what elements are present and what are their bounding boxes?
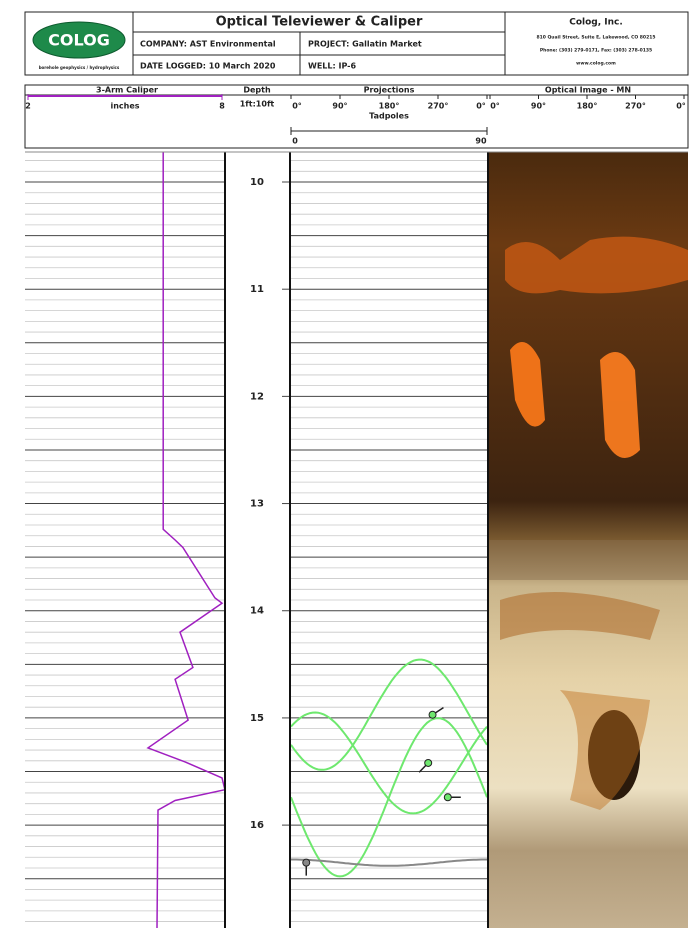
image-title: Optical Image - MN (545, 86, 631, 95)
sinusoid (291, 660, 487, 770)
depth-label: 16 (250, 820, 264, 831)
projections-title: Projections (364, 86, 415, 95)
title: Optical Televiewer & Caliper (216, 15, 423, 30)
projection-tick-label: 180° (379, 102, 400, 111)
log-tracks (25, 152, 488, 928)
projection-tick-label: 270° (428, 102, 449, 111)
address: 810 Quail Street, Suite E, Lakewood, CO … (537, 35, 656, 41)
web: www.colog.com (576, 61, 616, 67)
tadpoles-title: Tadpoles (369, 112, 409, 121)
caliper-title: 3-Arm Caliper (96, 86, 158, 95)
depth-scale: 1ft:10ft (240, 100, 275, 109)
project: PROJECT: Gallatin Market (308, 40, 422, 49)
depth-label: 13 (250, 499, 264, 510)
phone: Phone: (303) 279-0171, Fax: (303) 278-01… (540, 48, 652, 54)
tadpole (425, 759, 432, 766)
depth-label: 12 (250, 391, 264, 402)
depth-title: Depth (243, 86, 271, 95)
projection-tick-label: 0° (292, 102, 302, 111)
logo: COLOG (48, 31, 110, 50)
tadpole (444, 794, 451, 801)
date-logged: DATE LOGGED: 10 March 2020 (140, 62, 276, 71)
image-tick-label: 0° (676, 102, 686, 111)
caliper-curve (148, 152, 225, 928)
caliper-tick-label: 2 (25, 102, 31, 111)
well: WELL: IP-6 (308, 62, 356, 71)
depth-label: 14 (250, 606, 264, 617)
tadpole-tick-label: 90 (475, 137, 487, 146)
image-tick-label: 90° (531, 102, 546, 111)
firm: Colog, Inc. (569, 18, 623, 28)
depth-label: 11 (250, 284, 264, 295)
company: COMPANY: AST Environmental (140, 40, 276, 49)
projection-tick-label: 90° (332, 102, 347, 111)
caliper-unit: inches (110, 102, 139, 111)
image-tick-label: 0° (490, 102, 500, 111)
depth-label: 10 (250, 177, 264, 188)
logo-tagline: borehole geophysics / hydrophysics (39, 65, 120, 70)
caliper-tick-label: 8 (219, 102, 225, 111)
tadpole (303, 859, 310, 866)
image-tick-label: 270° (625, 102, 646, 111)
image-tick-label: 180° (577, 102, 598, 111)
log-page: COLOG borehole geophysics / hydrophysics… (0, 0, 692, 930)
tadpole (429, 711, 436, 718)
projection-tick-label: 0° (476, 102, 486, 111)
tadpole-tick-label: 0 (292, 137, 298, 146)
depth-label: 15 (250, 713, 264, 724)
